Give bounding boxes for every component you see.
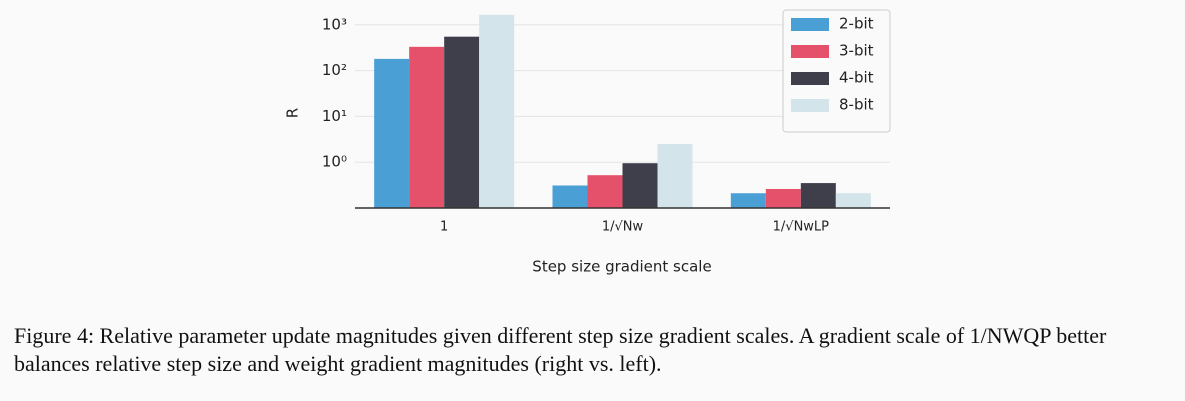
bar	[765, 188, 801, 208]
caption: Figure 4: Relative parameter update magn…	[14, 323, 1107, 376]
legend-label: 3-bit	[839, 42, 874, 60]
bar	[800, 183, 836, 208]
legend-swatch	[791, 45, 829, 58]
y-tick-label: 10¹	[322, 107, 347, 125]
legend-label: 2-bit	[839, 15, 874, 33]
bar	[374, 58, 410, 209]
x-tick-label: 1/√Nw	[602, 220, 644, 235]
bar	[835, 193, 871, 208]
bar	[479, 14, 515, 208]
bar	[552, 185, 588, 208]
legend-swatch	[791, 99, 829, 112]
legend-swatch	[791, 72, 829, 85]
bar	[657, 143, 693, 208]
x-tick-label: 1	[440, 220, 448, 235]
bar	[409, 46, 445, 208]
bar	[444, 36, 480, 208]
y-tick-label: 10²	[322, 61, 347, 79]
bar	[730, 193, 766, 208]
legend-swatch	[791, 18, 829, 31]
y-tick-label: 10³	[322, 15, 347, 33]
y-tick-label: 10⁰	[322, 153, 347, 171]
legend-label: 8-bit	[839, 96, 874, 114]
x-axis-label: Step size gradient scale	[532, 258, 711, 276]
chart: Step size gradient scale R 10⁰ 10¹ 10² 10³ 1…	[284, 9, 891, 276]
legend-label: 4-bit	[839, 69, 874, 87]
y-axis-label: R	[284, 108, 302, 118]
x-tick-label: 1/√NwLP	[773, 220, 830, 235]
bar	[587, 175, 623, 208]
bar	[622, 163, 658, 208]
